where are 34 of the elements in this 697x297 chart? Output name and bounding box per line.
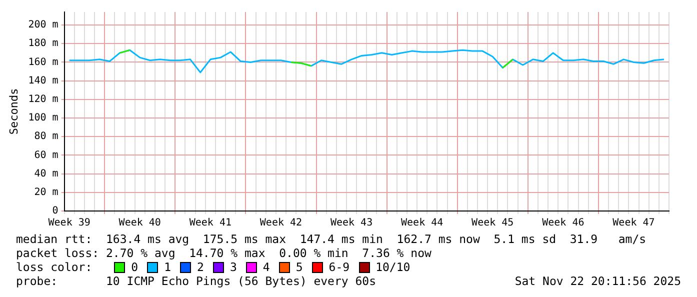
legend-label: 3: [230, 260, 237, 274]
x-tick-label: Week 39: [48, 218, 90, 229]
text: probe: 10 ICMP Echo Pings (56 Bytes) every 60s: [16, 274, 376, 288]
y-tick-label: 180 m: [28, 38, 58, 50]
legend-label: 10/10: [376, 260, 410, 274]
legend-label: 0: [131, 260, 138, 274]
text: Sat Nov 22 20:11:56 2025: [514, 274, 681, 288]
y-tick-label: 80 m: [34, 131, 58, 142]
y-tick-label: 140 m: [28, 75, 58, 86]
y-tick-label: 100 m: [28, 112, 58, 124]
text: packet loss: 2.70 % avg 14.70 % max 0.00 % min 7.36 % now: [16, 246, 432, 260]
y-tick-label: 60 m: [34, 150, 58, 161]
y-tick-label: 120 m: [28, 94, 58, 106]
y-tick-label: 200 m: [28, 20, 58, 31]
legend-label: 6-9: [328, 260, 350, 274]
text: median rtt: 163.4 ms avg 175.5 ms max 147.4 ms min 162.7 ms now 5.1 ms sd 31.9 am/s: [16, 232, 648, 246]
legend-title: loss color:: [16, 260, 92, 274]
x-tick-label: Week 42: [260, 218, 302, 229]
y-axis-title: Seconds: [7, 88, 20, 135]
y-tick-label: 40 m: [34, 168, 58, 180]
x-tick-label: Week 46: [542, 218, 584, 229]
y-tick-label: 160 m: [28, 56, 58, 68]
x-tick-label: Week 41: [189, 218, 232, 229]
legend-label: 4: [262, 260, 270, 274]
y-tick-label: 20 m: [34, 186, 58, 198]
x-tick-label: Week 43: [330, 218, 373, 229]
legend-label: 2: [197, 260, 204, 274]
legend-label: 1: [164, 260, 172, 274]
y-tick-label: 0: [52, 206, 58, 217]
x-tick-label: Week 45: [472, 218, 514, 229]
legend-label: 5: [296, 260, 303, 274]
x-tick-label: Week 47: [612, 218, 655, 229]
x-tick-label: Week 44: [401, 218, 444, 229]
x-tick-label: Week 40: [118, 218, 161, 229]
